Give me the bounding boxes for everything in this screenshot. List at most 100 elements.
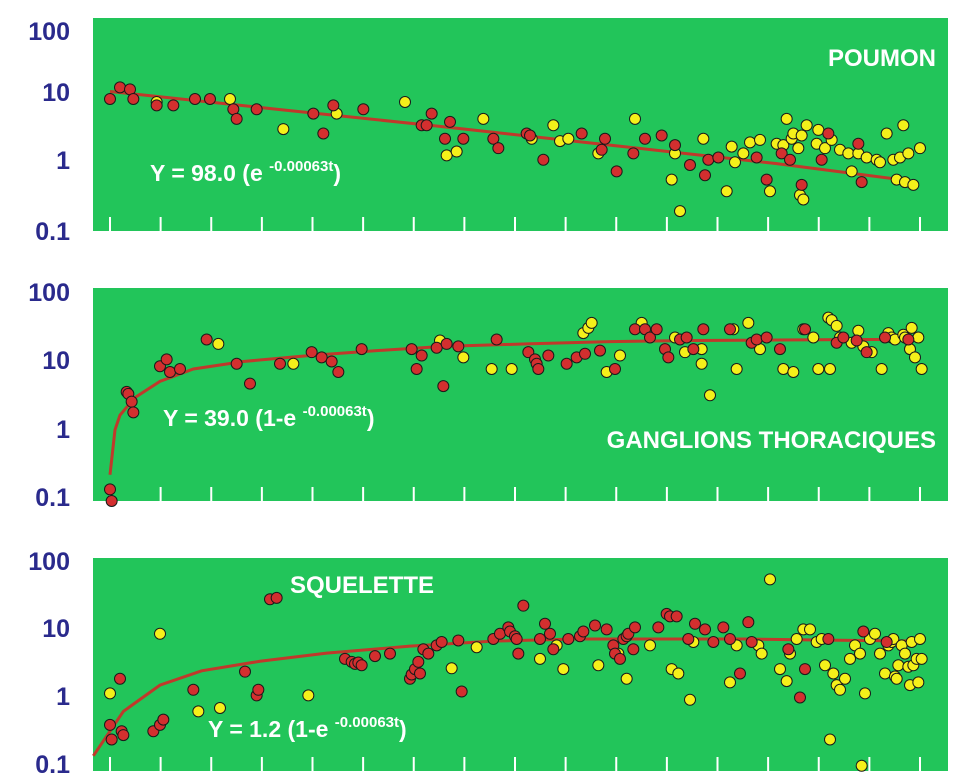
yellow-data-point (704, 389, 716, 402)
yellow-data-point (672, 667, 685, 680)
red-data-point (644, 331, 656, 344)
red-data-point (174, 363, 186, 375)
red-data-point (575, 127, 588, 140)
red-data-point (629, 323, 641, 336)
red-data-point (795, 178, 808, 191)
yellow-data-point (764, 185, 776, 198)
red-data-point (384, 647, 396, 660)
red-data-point (252, 683, 265, 696)
red-data-point (512, 647, 525, 660)
yellow-data-point (780, 675, 793, 688)
red-data-point (420, 119, 433, 132)
yellow-data-point (855, 759, 868, 772)
yellow-data-point (399, 96, 411, 109)
yellow-data-point (914, 142, 926, 155)
yellow-data-point (915, 652, 928, 665)
red-data-point (860, 346, 873, 359)
yellow-data-point (730, 363, 743, 375)
red-data-point (707, 636, 720, 649)
red-data-point (444, 115, 456, 128)
red-data-point (610, 165, 623, 178)
red-data-point (440, 337, 453, 350)
red-data-point (774, 343, 786, 356)
red-data-point (305, 346, 318, 359)
fit-equation: Y = 1.2 (1-e -0.00063t) (208, 714, 407, 742)
red-data-point (524, 129, 536, 142)
red-data-point (127, 406, 140, 419)
yellow-data-point (869, 627, 881, 640)
yellow-data-point (212, 337, 225, 350)
yellow-data-point (505, 363, 518, 375)
yellow-data-point (742, 316, 755, 329)
red-data-point (687, 343, 700, 356)
yellow-data-point (907, 178, 920, 191)
red-data-point (114, 672, 126, 685)
red-data-point (880, 636, 893, 649)
red-data-point (799, 663, 811, 676)
red-data-point (577, 625, 590, 638)
red-data-point (274, 357, 286, 370)
red-data-point (307, 107, 320, 120)
red-data-point (490, 333, 503, 346)
fit-curve (92, 637, 921, 757)
yellow-data-point (787, 366, 800, 379)
yellow-data-point (834, 683, 846, 696)
yellow-data-point (790, 633, 803, 645)
yellow-data-point (909, 351, 921, 364)
yellow-data-point (912, 331, 925, 344)
yellow-data-point (812, 363, 825, 375)
yellow-data-point (839, 672, 851, 685)
red-data-point (760, 331, 773, 344)
red-data-point (167, 99, 180, 112)
yellow-data-point (695, 357, 708, 370)
red-data-point (517, 599, 530, 612)
yellow-data-point (485, 363, 498, 375)
yellow-data-point (557, 663, 570, 676)
yellow-data-point (915, 363, 928, 375)
red-data-point (724, 323, 736, 336)
red-data-point (425, 107, 438, 120)
red-data-point (670, 610, 683, 623)
yellow-data-point (450, 145, 463, 158)
yellow-data-point (755, 647, 768, 660)
red-data-point (724, 633, 736, 645)
red-data-point (492, 142, 505, 155)
red-data-point (105, 495, 118, 507)
red-data-point (682, 633, 695, 645)
panel-squelette: 100 10 1 0.1 SQUELETTE Y = 1.2 (1-e -0.0… (28, 548, 948, 779)
yellow-data-point (214, 702, 226, 715)
red-data-point (734, 667, 746, 680)
red-data-point (855, 176, 868, 189)
red-data-point (745, 636, 758, 649)
yellow-data-point (725, 140, 738, 153)
red-data-point (579, 347, 591, 360)
yellow-data-point (875, 363, 888, 375)
red-data-point (594, 344, 606, 357)
red-data-point (750, 151, 763, 164)
y-tick-label: 0.1 (35, 484, 70, 512)
red-data-point (315, 351, 328, 364)
y-tick-label: 0.1 (35, 218, 70, 246)
red-data-point (200, 333, 213, 346)
panel-ganglions-thoraciques: 100 10 1 0.1 GANGLIONS THORACIQUES Y = 3… (28, 279, 948, 512)
yellow-data-point (445, 662, 458, 675)
red-data-point (697, 323, 710, 336)
yellow-data-point (819, 659, 831, 672)
yellow-data-point (585, 316, 598, 329)
yellow-data-point (592, 659, 605, 672)
panel-title: POUMON (828, 45, 936, 72)
yellow-data-point (534, 652, 546, 665)
red-data-point (189, 93, 201, 105)
yellow-data-point (897, 119, 910, 132)
yellow-data-point (104, 687, 116, 700)
red-data-point (164, 366, 176, 379)
red-data-point (125, 395, 138, 408)
red-data-point (699, 623, 711, 636)
red-data-point (230, 112, 243, 125)
red-data-point (405, 343, 418, 356)
yellow-data-point (457, 351, 470, 364)
panel-poumon: 100 10 1 0.1 POUMON Y = 98.0 (e -0.00063… (28, 18, 948, 246)
yellow-data-point (797, 193, 810, 206)
red-data-point (544, 627, 556, 640)
yellow-data-point (854, 647, 866, 660)
